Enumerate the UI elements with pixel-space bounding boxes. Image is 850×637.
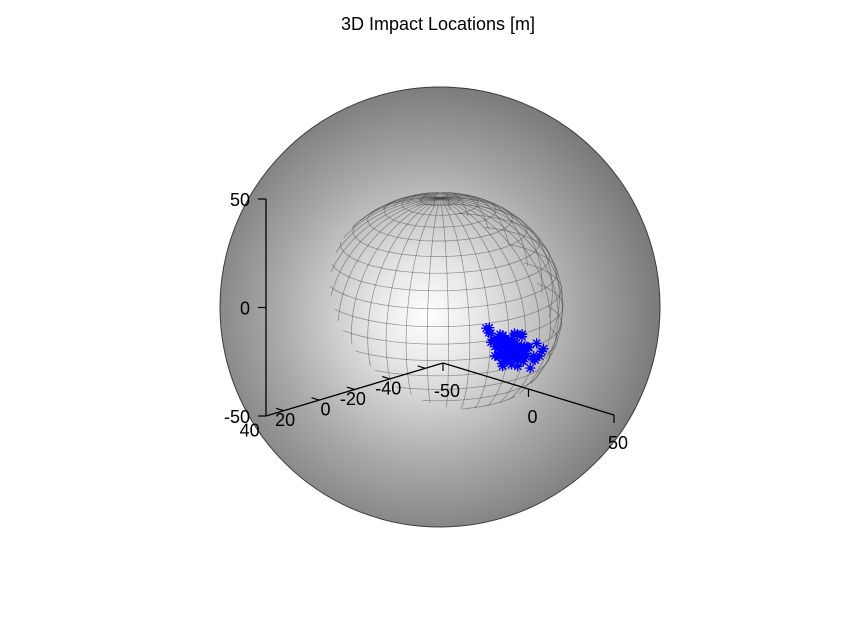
x-tick-label: 50 xyxy=(608,433,628,453)
mesh-line xyxy=(330,198,441,273)
mesh-line xyxy=(337,198,441,322)
impact-point xyxy=(531,338,542,349)
mesh-line xyxy=(439,197,560,339)
mesh-line xyxy=(367,198,441,367)
mesh-line xyxy=(439,198,563,374)
z-tick-label: 50 xyxy=(230,190,250,210)
y-tick-label: 40 xyxy=(240,421,260,441)
impact-point xyxy=(524,362,536,374)
impact-point xyxy=(520,351,532,363)
z-tick-label: 0 xyxy=(240,299,250,319)
mesh-line xyxy=(330,198,441,297)
mesh-line xyxy=(335,198,441,253)
y-tick-mark xyxy=(417,365,426,369)
y-tick-mark xyxy=(382,375,391,380)
mesh-line xyxy=(439,194,528,266)
sphere-mesh xyxy=(329,191,564,410)
x-tick-label: 0 xyxy=(527,407,537,427)
sphere-surface xyxy=(219,86,661,528)
y-tick-mark xyxy=(311,397,320,401)
impact-point xyxy=(534,350,545,362)
mesh-line xyxy=(351,198,441,345)
mesh-line xyxy=(439,198,510,407)
mesh-line xyxy=(439,196,543,294)
mesh-line xyxy=(439,198,526,404)
mesh-line xyxy=(405,198,441,396)
mesh-line xyxy=(433,192,441,207)
mesh-line xyxy=(439,196,553,318)
y-axis-ticks: 40 20 0 -20 -40 xyxy=(240,365,426,441)
mesh-line xyxy=(385,198,441,383)
y-tick-mark xyxy=(346,386,355,391)
mesh-line xyxy=(439,198,564,359)
mesh-line xyxy=(461,395,516,410)
y-tick-label: -40 xyxy=(375,378,401,398)
mesh-line xyxy=(439,198,471,409)
mesh-line xyxy=(426,198,441,404)
mesh-line xyxy=(406,193,441,205)
x-tick-label: -50 xyxy=(434,381,460,401)
impact-point xyxy=(497,360,508,372)
mesh-line xyxy=(439,192,451,212)
z-axis-ticks: 50 0 -50 xyxy=(224,190,266,427)
x-axis-ticks: -50 0 50 xyxy=(434,363,628,453)
mesh-line xyxy=(393,194,441,207)
impact-point xyxy=(523,342,535,353)
mesh-line xyxy=(439,198,559,385)
y-tick-label: 20 xyxy=(275,410,295,430)
y-tick-label: 0 xyxy=(320,400,330,420)
chart-title: 3D Impact Locations [m] xyxy=(341,14,535,34)
mesh-line xyxy=(360,197,441,221)
mesh-line xyxy=(370,196,441,215)
mesh-line xyxy=(439,198,491,409)
mesh-line xyxy=(439,198,449,408)
impact-point xyxy=(516,331,528,342)
mesh-line xyxy=(418,192,441,205)
y-tick-label: -20 xyxy=(340,389,366,409)
impact-point xyxy=(538,343,549,354)
y-tick-mark xyxy=(275,407,284,412)
mesh-line xyxy=(439,198,551,394)
impact-points xyxy=(480,322,549,374)
z-tick-label: -50 xyxy=(224,407,250,427)
